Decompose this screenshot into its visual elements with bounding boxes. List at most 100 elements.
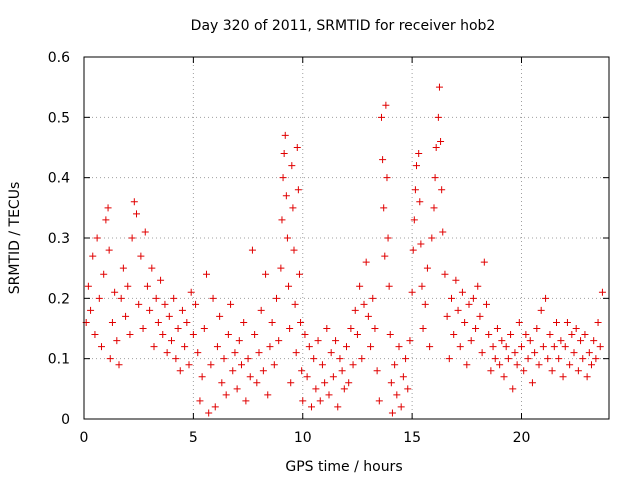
data-point	[563, 318, 571, 326]
data-point	[238, 361, 245, 369]
data-point	[356, 282, 364, 290]
data-point	[178, 306, 186, 314]
data-point	[513, 361, 521, 369]
data-point	[515, 318, 523, 326]
data-point	[130, 198, 138, 206]
data-point	[157, 276, 165, 284]
data-point	[445, 355, 453, 363]
data-point	[411, 186, 419, 194]
y-tick-label: 0.3	[48, 231, 70, 247]
data-point	[135, 300, 143, 308]
data-point	[384, 234, 392, 242]
data-point	[546, 331, 554, 339]
data-point	[115, 361, 123, 369]
data-point	[257, 306, 265, 314]
data-point	[522, 331, 530, 339]
data-point	[555, 355, 563, 363]
data-point	[474, 282, 482, 290]
data-point	[380, 204, 388, 212]
data-point	[248, 246, 256, 254]
y-tick-label: 0.2	[48, 291, 70, 307]
data-point	[531, 349, 539, 357]
y-axis-label: SRMTID / TECUs	[7, 182, 23, 295]
data-point	[200, 325, 208, 332]
data-point	[273, 294, 280, 302]
data-point	[438, 186, 446, 194]
data-point	[535, 361, 543, 369]
data-point	[113, 337, 121, 345]
data-point	[596, 343, 604, 351]
grid-lines	[84, 57, 609, 419]
data-point	[301, 331, 309, 339]
plot-frame	[83, 56, 610, 420]
data-point	[139, 325, 147, 332]
data-point	[431, 174, 439, 182]
data-point	[332, 337, 340, 345]
chart-title: Day 320 of 2011, SRMTID for receiver hob…	[191, 18, 496, 34]
data-point	[590, 337, 598, 345]
data-point	[351, 306, 359, 314]
data-point	[548, 367, 556, 375]
data-point	[93, 234, 101, 242]
data-point	[448, 294, 455, 302]
data-point	[287, 379, 295, 387]
data-point	[561, 343, 569, 351]
axis-ticks	[83, 56, 609, 420]
data-point	[432, 144, 440, 151]
data-point	[408, 288, 416, 296]
data-point	[106, 355, 114, 363]
x-tick-label: 5	[189, 430, 198, 446]
y-tick-label: 0.5	[48, 110, 70, 126]
data-point	[491, 355, 499, 363]
data-point	[450, 331, 458, 339]
data-point	[358, 355, 366, 363]
data-point	[146, 306, 154, 314]
data-point	[277, 264, 285, 272]
data-point	[111, 288, 119, 296]
data-point	[170, 294, 178, 302]
data-point	[489, 343, 497, 351]
data-point	[487, 367, 495, 375]
data-point	[467, 337, 475, 345]
x-tick-label: 15	[403, 430, 421, 446]
data-point	[397, 403, 405, 411]
data-point	[434, 113, 442, 121]
y-tick-label: 0.6	[48, 50, 70, 66]
data-point	[242, 397, 250, 405]
data-point	[443, 312, 451, 320]
data-point	[318, 361, 326, 369]
data-point	[373, 367, 381, 375]
data-point	[378, 113, 385, 121]
data-point	[458, 288, 466, 296]
data-point	[84, 282, 92, 290]
data-point	[229, 367, 237, 375]
data-point	[297, 318, 305, 326]
data-point	[286, 325, 294, 332]
data-point	[227, 300, 235, 308]
data-point	[299, 397, 307, 405]
data-point	[119, 264, 127, 272]
data-point	[461, 318, 469, 326]
data-point	[402, 355, 410, 363]
data-point	[325, 391, 333, 399]
data-point	[395, 343, 403, 351]
data-point	[409, 246, 417, 254]
data-point	[426, 343, 434, 351]
data-point	[262, 270, 270, 278]
data-point	[353, 331, 361, 339]
data-point	[334, 403, 342, 411]
data-point	[148, 264, 156, 272]
data-point	[583, 373, 591, 381]
data-point	[105, 246, 113, 254]
data-point	[224, 331, 232, 339]
data-point	[231, 349, 239, 357]
data-point	[383, 174, 391, 182]
data-point	[281, 131, 289, 139]
data-point	[211, 403, 219, 411]
data-point	[364, 312, 372, 320]
data-point	[137, 252, 145, 260]
data-point	[124, 282, 132, 290]
x-tick-label: 0	[80, 430, 89, 446]
data-point	[579, 355, 587, 363]
data-point	[553, 318, 560, 326]
